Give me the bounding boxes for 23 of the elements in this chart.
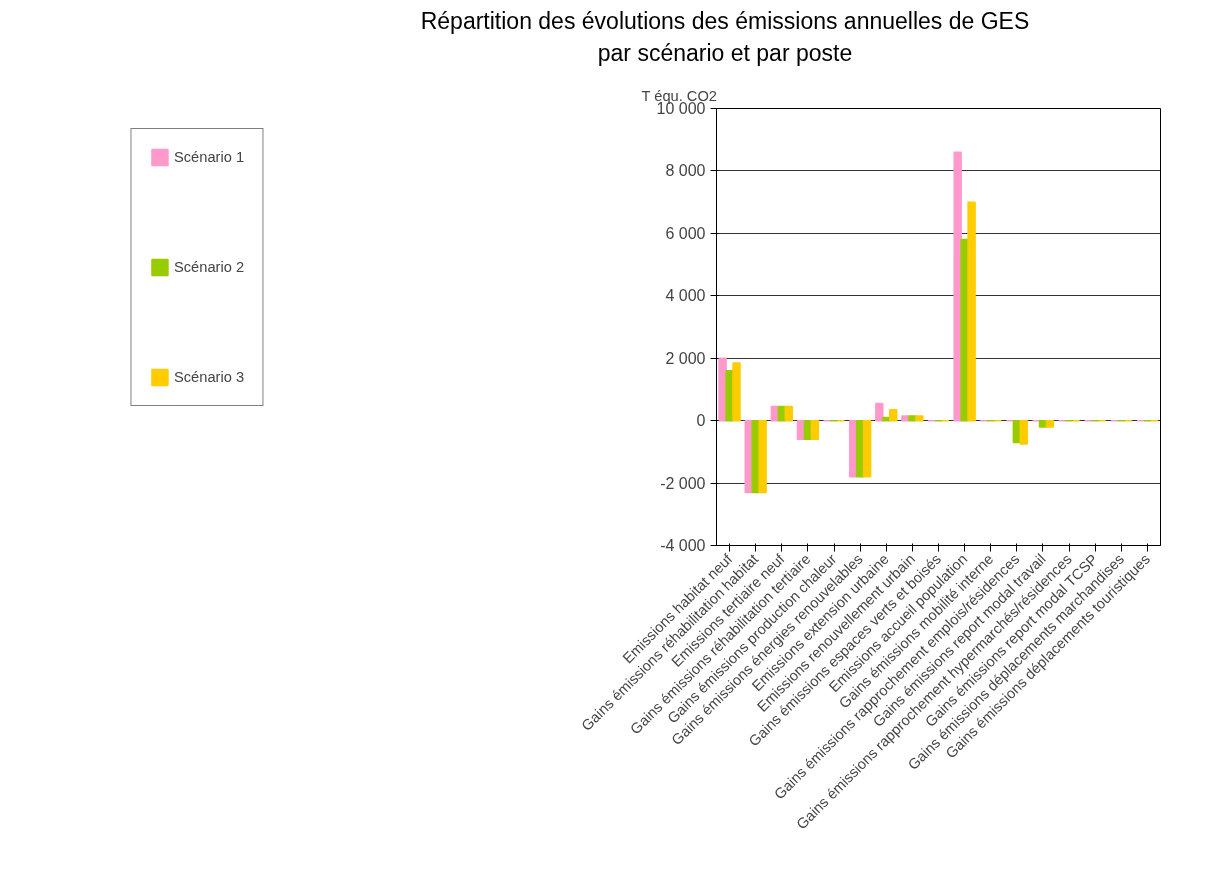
legend-label: Scénario 3 xyxy=(173,369,245,385)
legend-label: Scénario 1 xyxy=(173,149,245,165)
bar xyxy=(875,402,884,422)
bar xyxy=(915,415,924,422)
bar xyxy=(889,408,898,422)
bar xyxy=(862,419,872,478)
bar xyxy=(758,419,767,494)
bar xyxy=(784,405,793,422)
y-tick-label: 6 000 xyxy=(665,224,706,242)
bar xyxy=(967,201,976,422)
legend-label: Scénario 2 xyxy=(173,259,245,275)
bar xyxy=(732,362,741,422)
chart-title: Répartition des évolutions des émissions annuelles de GES par scénario et par poste xyxy=(420,7,1030,69)
y-tick-label: 2 000 xyxy=(665,349,706,367)
bar xyxy=(1019,419,1029,445)
bar xyxy=(953,151,962,422)
y-tick-label: 0 xyxy=(696,412,706,430)
bar xyxy=(1045,419,1055,428)
bar xyxy=(810,419,820,441)
y-tick-label: -2 000 xyxy=(660,474,706,492)
y-tick-label: -4 000 xyxy=(660,537,706,554)
y-tick-label: 4 000 xyxy=(665,287,706,305)
y-tick-label: 8 000 xyxy=(665,162,706,180)
